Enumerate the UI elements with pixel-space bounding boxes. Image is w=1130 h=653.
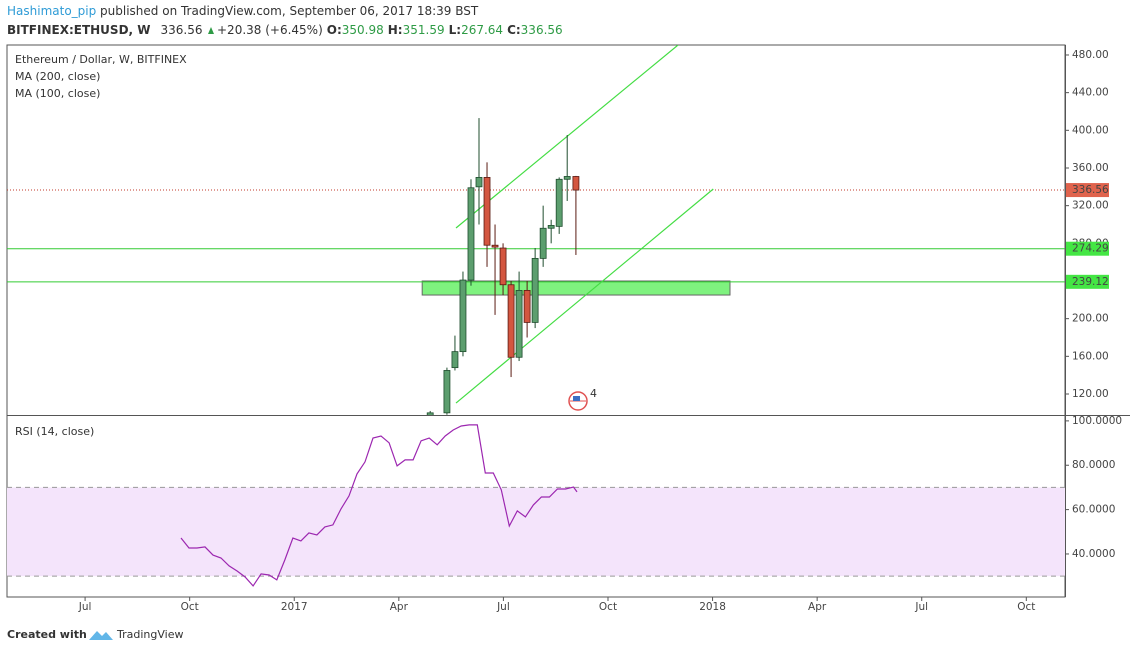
event-flag [573,396,581,401]
candle-body [523,290,531,323]
ohlc-label: L: [449,23,461,37]
candle-body [443,370,451,414]
x-tick-label: 2017 [281,601,308,613]
legend-entry: MA (200, close) [15,70,100,83]
price: 336.56 [161,23,203,37]
ohlc-label: O: [327,23,342,37]
plot-area [7,424,1065,587]
y-tick-label: 200.00 [1072,313,1109,325]
level-label: 239.12 [1072,276,1109,288]
candle-body [483,177,491,246]
rsi-line [180,424,578,587]
y-tick-label: 120.00 [1072,388,1109,400]
ohlc-value: 351.59 [403,23,445,37]
x-tick-label: Oct [1017,601,1035,613]
level-label: 274.29 [1072,243,1109,255]
symbol: BITFINEX:ETHUSD, W [7,23,151,37]
rsi-band [7,487,1065,577]
candle-body [426,412,434,415]
y-tick-label: 80.0000 [1072,459,1115,471]
y-tick-label: 40.0000 [1072,548,1115,560]
x-tick-label: Jul [914,601,928,613]
ohlc-line: +20.38 (+6.45%) O:350.98 H:351.59 L:267.64 C… [217,23,563,37]
candle-body [531,257,539,323]
candle-body [555,178,563,227]
event-count: 4 [590,387,597,400]
y-tick-label: 100.0000 [1072,415,1122,427]
ohlc-value: 350.98 [342,23,384,37]
candle-body [499,247,507,286]
y-tick-label: 60.0000 [1072,504,1115,516]
ohlc-label: C: [507,23,521,37]
candle-body [467,187,475,281]
x-tick-label: Jul [496,601,510,613]
candle-body [563,176,571,180]
candle-body [507,284,515,358]
tv-logo [89,631,113,640]
trend-line [455,188,714,404]
footer-created: Created with [7,628,87,641]
x-tick-label: Apr [390,601,409,613]
change: +20.38 (+6.45%) [217,23,323,37]
candle-body [451,351,459,369]
zone [421,280,731,296]
level-label-box [1066,241,1109,256]
candle-body [547,225,555,229]
ohlc-value: 336.56 [521,23,563,37]
candle-body [515,290,523,358]
y-tick-label: 440.00 [1072,87,1109,99]
legend-entry: RSI (14, close) [15,425,94,438]
y-tick-label: 480.00 [1072,49,1109,61]
x-tick-label: Oct [181,601,199,613]
plot-area [7,45,1065,415]
candle-body [539,227,547,259]
legend-entry: MA (100, close) [15,87,100,100]
header-line: Hashimato_pip published on TradingView.c… [7,4,479,18]
candle-body [491,244,499,248]
x-tick-label: 2018 [699,601,726,613]
candle-body [459,279,467,353]
candle-body [475,177,483,188]
author[interactable]: Hashimato_pip [7,4,96,18]
published: published on TradingView.com, September … [96,4,479,18]
x-tick-label: Apr [808,601,827,613]
legend-entry: Ethereum / Dollar, W, BITFINEX [15,53,187,66]
footer-brand[interactable]: TradingView [116,628,183,641]
ohlc-value: 267.64 [461,23,503,37]
x-tick-label: Jul [78,601,92,613]
level-label-box [1066,183,1109,198]
x-tick-label: Oct [599,601,617,613]
y-tick-label: 400.00 [1072,124,1109,136]
ohlc-label: H: [388,23,403,37]
y-tick-label: 320.00 [1072,200,1109,212]
up-arrow [208,27,214,34]
level-label-box [1066,274,1109,289]
symbol-line: BITFINEX:ETHUSD, W 336.56 [7,23,203,37]
y-tick-label: 160.00 [1072,350,1109,362]
level-label: 336.56 [1072,184,1109,196]
y-tick-label: 360.00 [1072,162,1109,174]
candle-body [572,176,580,191]
